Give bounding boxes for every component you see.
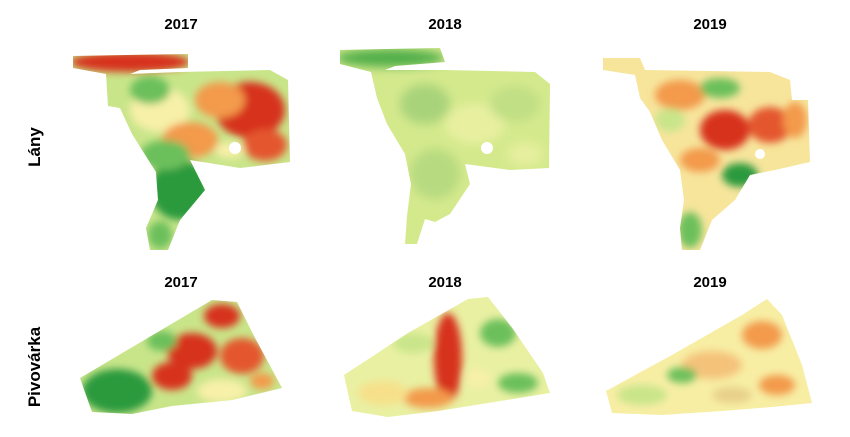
- field-map-lany-2017: [73, 54, 290, 250]
- field-map-pivovarka-2017: [80, 300, 282, 414]
- year-label-pivovarka-2018: 2018: [428, 274, 462, 291]
- field-map-pivovarka-2018: [344, 297, 550, 417]
- year-label-lany-2018: 2018: [428, 16, 462, 33]
- year-label-pivovarka-2017: 2017: [164, 274, 198, 291]
- field-map-lany-2018: [340, 48, 550, 244]
- row-label-lany: Lány: [25, 127, 44, 167]
- year-label-lany-2019: 2019: [693, 16, 727, 33]
- year-label-pivovarka-2019: 2019: [693, 274, 727, 291]
- row-label-pivovarka: Pivovárka: [25, 326, 44, 408]
- year-label-lany-2017: 2017: [164, 16, 198, 33]
- field-map-pivovarka-2019: [606, 299, 812, 415]
- field-map-lany-2019: [603, 58, 810, 250]
